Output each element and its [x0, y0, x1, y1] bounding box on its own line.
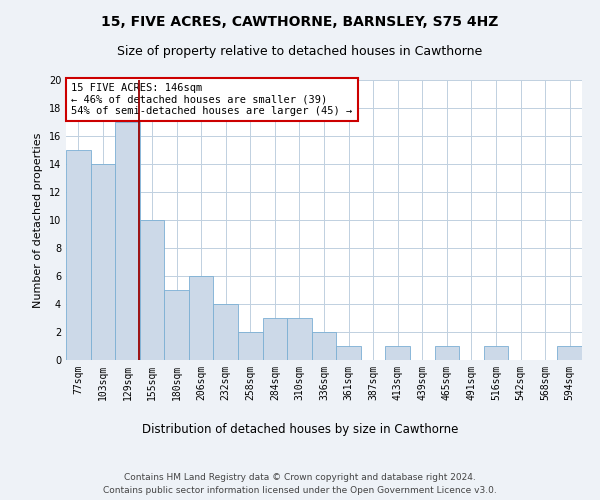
Text: Contains HM Land Registry data © Crown copyright and database right 2024.: Contains HM Land Registry data © Crown c…	[124, 472, 476, 482]
Text: 15 FIVE ACRES: 146sqm
← 46% of detached houses are smaller (39)
54% of semi-deta: 15 FIVE ACRES: 146sqm ← 46% of detached …	[71, 83, 352, 116]
Bar	[287, 318, 312, 360]
Bar	[312, 332, 336, 360]
Text: Distribution of detached houses by size in Cawthorne: Distribution of detached houses by size …	[142, 422, 458, 436]
Text: 15, FIVE ACRES, CAWTHORNE, BARNSLEY, S75 4HZ: 15, FIVE ACRES, CAWTHORNE, BARNSLEY, S75…	[101, 15, 499, 29]
Text: Size of property relative to detached houses in Cawthorne: Size of property relative to detached ho…	[118, 45, 482, 58]
Bar	[484, 346, 508, 360]
Bar	[238, 332, 263, 360]
Bar	[214, 304, 238, 360]
Bar	[557, 346, 582, 360]
Bar	[164, 290, 189, 360]
Bar	[434, 346, 459, 360]
Bar	[263, 318, 287, 360]
Bar	[189, 276, 214, 360]
Y-axis label: Number of detached properties: Number of detached properties	[33, 132, 43, 308]
Bar	[115, 122, 140, 360]
Bar	[66, 150, 91, 360]
Bar	[336, 346, 361, 360]
Text: Contains public sector information licensed under the Open Government Licence v3: Contains public sector information licen…	[103, 486, 497, 495]
Bar	[140, 220, 164, 360]
Bar	[385, 346, 410, 360]
Bar	[91, 164, 115, 360]
